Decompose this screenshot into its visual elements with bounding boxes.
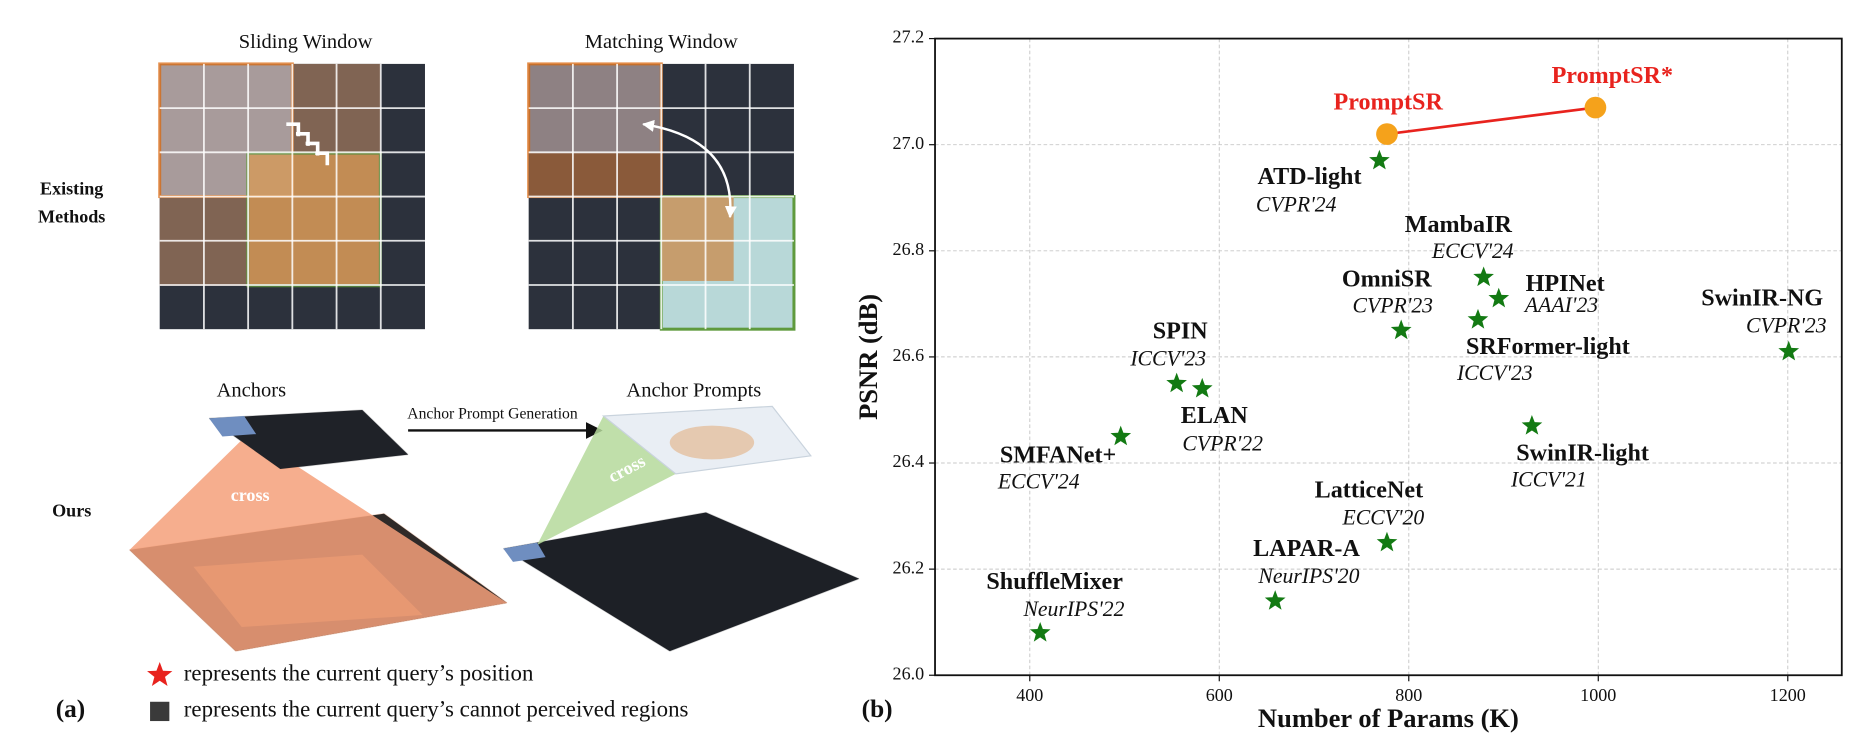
x-tick-label: 600	[1206, 685, 1233, 705]
point	[1584, 96, 1607, 119]
y-tick-label: 26.0	[893, 663, 925, 683]
image-region	[661, 196, 734, 281]
point-label: OmniSR	[1342, 266, 1432, 292]
y-tick-label: 26.2	[893, 557, 925, 577]
point-label: ELAN	[1181, 403, 1249, 429]
plane	[503, 512, 860, 652]
point	[1467, 308, 1489, 329]
y-axis-title: PSNR (dB)	[853, 294, 883, 420]
point-sublabel: ECCV'24	[997, 470, 1080, 494]
point-label: ATD-light	[1257, 164, 1361, 190]
caption: Matching Window	[585, 31, 738, 53]
panel-label: (b)	[862, 695, 893, 723]
shift-arrows	[286, 122, 330, 166]
point-sublabel: CVPR'23	[1352, 293, 1433, 317]
image-region	[528, 153, 662, 197]
point	[1778, 340, 1800, 361]
point	[1376, 123, 1398, 145]
point-label: LatticeNet	[1315, 477, 1423, 503]
x-tick-label: 400	[1016, 685, 1043, 705]
point	[1369, 149, 1390, 170]
y-tick-label: 26.8	[893, 239, 925, 259]
x-tick-label: 800	[1395, 685, 1422, 705]
x-tick-label: 1200	[1770, 685, 1806, 705]
point	[1191, 377, 1213, 398]
point-sublabel: ECCV'24	[1431, 239, 1514, 263]
point-sublabel: ICCV'23	[1129, 347, 1206, 371]
plot-frame	[934, 37, 1843, 677]
point	[1473, 266, 1494, 287]
point-label: MambaIR	[1405, 212, 1513, 238]
y-tick-label: 26.6	[893, 345, 925, 365]
point	[1264, 590, 1286, 610]
point-label: PromptSR	[1333, 89, 1443, 115]
legend-square	[150, 701, 170, 722]
point-sublabel: AAAI'23	[1523, 293, 1598, 317]
point-label: ShuffleMixer	[986, 569, 1123, 595]
caption: Anchors	[217, 380, 286, 402]
y-tick-label: 26.4	[893, 451, 925, 471]
point-label: SwinIR-light	[1516, 440, 1649, 466]
point-label: PromptSR*	[1552, 63, 1673, 89]
row-label: Ours	[52, 501, 91, 521]
point-label: SPIN	[1153, 318, 1209, 344]
arrow-label: Anchor Prompt Generation	[407, 405, 578, 422]
cone	[537, 415, 676, 546]
point	[1488, 287, 1510, 308]
point	[1110, 425, 1132, 446]
point	[1166, 372, 1187, 393]
point-sublabel: NeurIPS'20	[1257, 564, 1359, 588]
y-tick-label: 27.2	[893, 27, 925, 47]
panel-b: (b) Number of Params (K) PSNR (dB)	[853, 294, 1519, 733]
y-tick-label: 27.0	[893, 133, 925, 153]
panel-label: (a)	[56, 695, 86, 723]
point-sublabel: CVPR'22	[1182, 431, 1263, 455]
point	[1521, 415, 1543, 435]
row-label: Existing	[40, 179, 103, 199]
point	[1029, 621, 1051, 642]
panel-a: Sliding Window Matching Window Existing …	[38, 31, 860, 723]
legend-text: represents the current query’s position	[184, 660, 534, 685]
series-line	[1386, 106, 1596, 136]
x-axis-title: Number of Params (K)	[1258, 703, 1519, 733]
match-arrow	[642, 119, 737, 219]
point-sublabel: CVPR'24	[1256, 192, 1337, 216]
anchor-tile	[503, 542, 546, 562]
caption: Anchor Prompts	[626, 380, 761, 402]
legend-text: represents the current query’s cannot pe…	[184, 697, 689, 722]
point-label: LAPAR-A	[1253, 536, 1360, 562]
point-sublabel: ICCV'21	[1510, 467, 1587, 491]
point	[1390, 319, 1412, 340]
point-sublabel: NeurIPS'22	[1022, 597, 1124, 621]
point-label: HPINet	[1526, 271, 1605, 297]
cone	[129, 434, 507, 652]
point-sublabel: ICCV'23	[1456, 361, 1533, 385]
point-sublabel: ECCV'20	[1341, 506, 1424, 530]
point-label: SMFANet+	[1000, 443, 1116, 469]
plane	[209, 409, 409, 470]
point-label: SRFormer-light	[1466, 334, 1630, 360]
point	[1376, 531, 1398, 552]
point-sublabel: CVPR'23	[1746, 313, 1827, 337]
anchor-tile	[209, 415, 257, 437]
window	[246, 151, 382, 288]
x-tick-label: 1000	[1580, 685, 1616, 705]
legend-star	[147, 661, 173, 686]
image-region	[669, 425, 755, 460]
caption: Sliding Window	[239, 31, 373, 53]
row-label: Methods	[38, 206, 105, 226]
cross-label: cross	[231, 485, 270, 505]
point-label: SwinIR-NG	[1701, 285, 1823, 311]
